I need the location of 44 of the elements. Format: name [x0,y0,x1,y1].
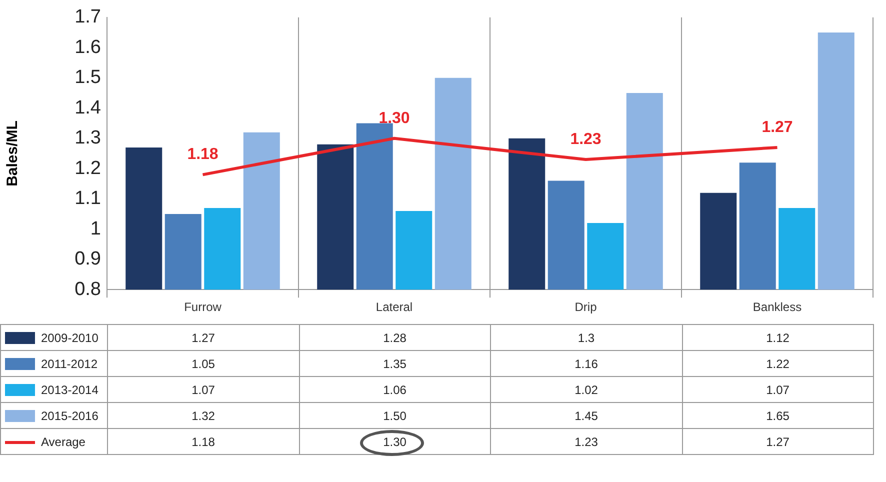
x-tick-label: Lateral [376,300,413,314]
legend-label: 2009-2010 [41,330,98,344]
data-label: 1.27 [766,434,790,448]
data-label: 1.35 [383,356,406,370]
data-label: 1.23 [574,434,598,448]
legend-label: 2013-2014 [41,382,98,396]
y-tick-label: 1.6 [74,36,101,58]
y-tick-label: 0.8 [74,278,101,300]
y-tick-label: 1 [90,218,101,240]
data-label: 1.07 [192,382,215,396]
data-label: 1.28 [383,330,406,344]
data-label: 1.18 [192,434,215,448]
data-label: 1.22 [766,356,790,370]
data-label: 1.07 [766,382,790,396]
y-tick-label: 0.9 [74,248,101,270]
y-tick-label: 1.5 [74,67,101,88]
legend-label: 2015-2016 [41,408,98,422]
data-label: 1.30 [383,434,406,448]
data-label: 1.50 [383,408,406,422]
text: 1.30 [378,110,410,127]
text: 1.18 [187,146,218,164]
data-label: 1.06 [383,382,406,396]
data-label: 1.16 [574,356,598,370]
x-tick-label: Bankless [752,300,802,314]
text: 1.23 [570,130,602,148]
y-tick-label: 1.1 [74,188,101,210]
y-tick-label: 1.2 [74,158,101,179]
y-tick-label: 1.7 [74,6,101,28]
data-label: 1.05 [192,356,215,370]
data-label: 1.65 [766,408,790,422]
data-label: 1.32 [192,408,215,422]
x-tick-label: Furrow [184,300,222,314]
y-tick-label: 1.3 [74,128,101,149]
text: 1.27 [762,118,793,136]
legend-label: 2011-2012 [41,356,98,370]
data-label: 1.12 [766,330,790,344]
data-label: 1.3 [578,330,595,344]
y-tick-label: 1.4 [74,97,102,118]
data-label: 1.27 [192,330,215,344]
data-label: 1.45 [574,408,598,422]
legend-label: Average [41,434,86,448]
y-axis-title: Bales/ML [4,120,22,186]
data-label: 1.02 [574,382,598,396]
x-tick-label: Drip [574,300,598,314]
